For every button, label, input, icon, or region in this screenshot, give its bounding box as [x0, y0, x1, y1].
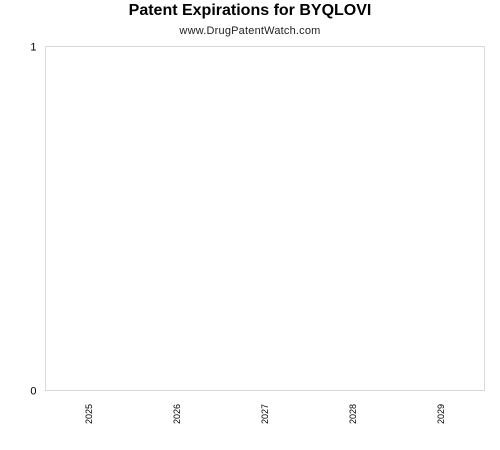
- x-tick-label: 2029: [436, 404, 446, 424]
- chart-title: Patent Expirations for BYQLOVI: [128, 2, 372, 19]
- y-tick-label: 1: [30, 42, 36, 54]
- x-tick-label: 2025: [84, 404, 94, 424]
- x-tick-label: 2028: [348, 404, 358, 424]
- plot-frame: [45, 46, 485, 391]
- x-tick-label: 2027: [260, 404, 270, 424]
- x-axis-ticks: 2025 2026 2027 2028 2029: [84, 404, 446, 424]
- y-tick-label: 0: [30, 386, 36, 398]
- x-tick-label: 2026: [172, 404, 182, 424]
- chart-subtitle: www.DrugPatentWatch.com: [179, 25, 321, 37]
- y-axis-ticks: 01: [30, 42, 36, 398]
